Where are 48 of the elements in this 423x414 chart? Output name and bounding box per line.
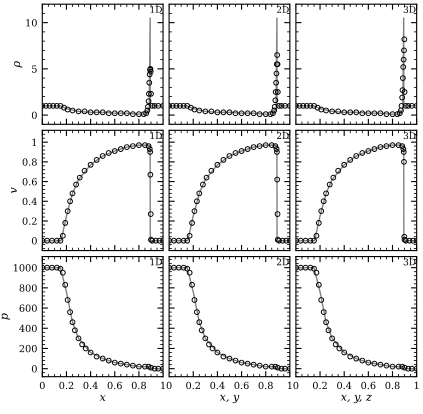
x-tick-label: 0.4 xyxy=(84,382,98,390)
x-tick-label: 0.2 xyxy=(312,382,327,390)
y-tick-label: 0.6 xyxy=(22,178,37,186)
x-tick-label: 1 xyxy=(288,382,292,389)
x-tick-label: 0.6 xyxy=(361,382,376,390)
x-tick-label: 0.2 xyxy=(186,382,200,390)
x-tick-label: 0 xyxy=(166,382,172,390)
annotation: 3D xyxy=(404,258,416,266)
x-tick-label: 0.8 xyxy=(258,382,273,390)
y-tick-label: 0 xyxy=(32,112,37,119)
x-tick-label: 0 xyxy=(293,382,298,390)
annotation: 1D xyxy=(150,258,162,266)
y-axis-title: p xyxy=(2,313,10,320)
y-tick-label: 800 xyxy=(20,284,37,292)
x-tick-label: 1 xyxy=(414,382,418,389)
x-tick-label: 0 xyxy=(40,382,45,390)
y-tick-label: 1 xyxy=(32,138,36,146)
x-tick-label: 0.2 xyxy=(59,382,74,390)
y-tick-label: 0 xyxy=(32,237,37,245)
y-axis-title: v xyxy=(11,187,17,194)
y-tick-label: 10 xyxy=(26,19,37,26)
y-tick-label: 0 xyxy=(32,365,37,372)
x-tick-label: 1 xyxy=(161,382,165,389)
line-series xyxy=(42,17,164,115)
x-axis-title: x xyxy=(100,395,106,401)
x-tick-label: 0.6 xyxy=(108,382,122,390)
annotation: 1D xyxy=(150,132,162,140)
y-tick-label: 0.2 xyxy=(22,217,36,225)
y-axis-title: ρ xyxy=(14,61,22,68)
annotation: 1D xyxy=(150,6,162,13)
y-tick-label: 0.4 xyxy=(22,198,37,206)
x-axis-title: x, y, z xyxy=(340,394,372,404)
annotation: 3D xyxy=(404,6,416,13)
y-tick-label: 1000 xyxy=(14,264,37,272)
x-tick-label: 0.4 xyxy=(210,382,225,390)
annotation: 2D xyxy=(276,6,289,13)
y-tick-label: 5 xyxy=(32,65,37,73)
y-tick-label: 200 xyxy=(20,344,37,352)
y-tick-label: 600 xyxy=(20,304,37,312)
y-tick-label: 400 xyxy=(19,324,37,332)
annotation: 2D xyxy=(276,132,289,140)
x-axis-title: x, y xyxy=(220,394,240,404)
x-tick-label: 0.8 xyxy=(385,382,400,390)
line-series xyxy=(42,266,164,370)
x-tick-label: 0.8 xyxy=(132,382,146,390)
x-tick-label: 0.4 xyxy=(337,382,352,390)
y-tick-label: 0.8 xyxy=(22,158,37,166)
x-tick-label: 0.6 xyxy=(234,382,249,390)
